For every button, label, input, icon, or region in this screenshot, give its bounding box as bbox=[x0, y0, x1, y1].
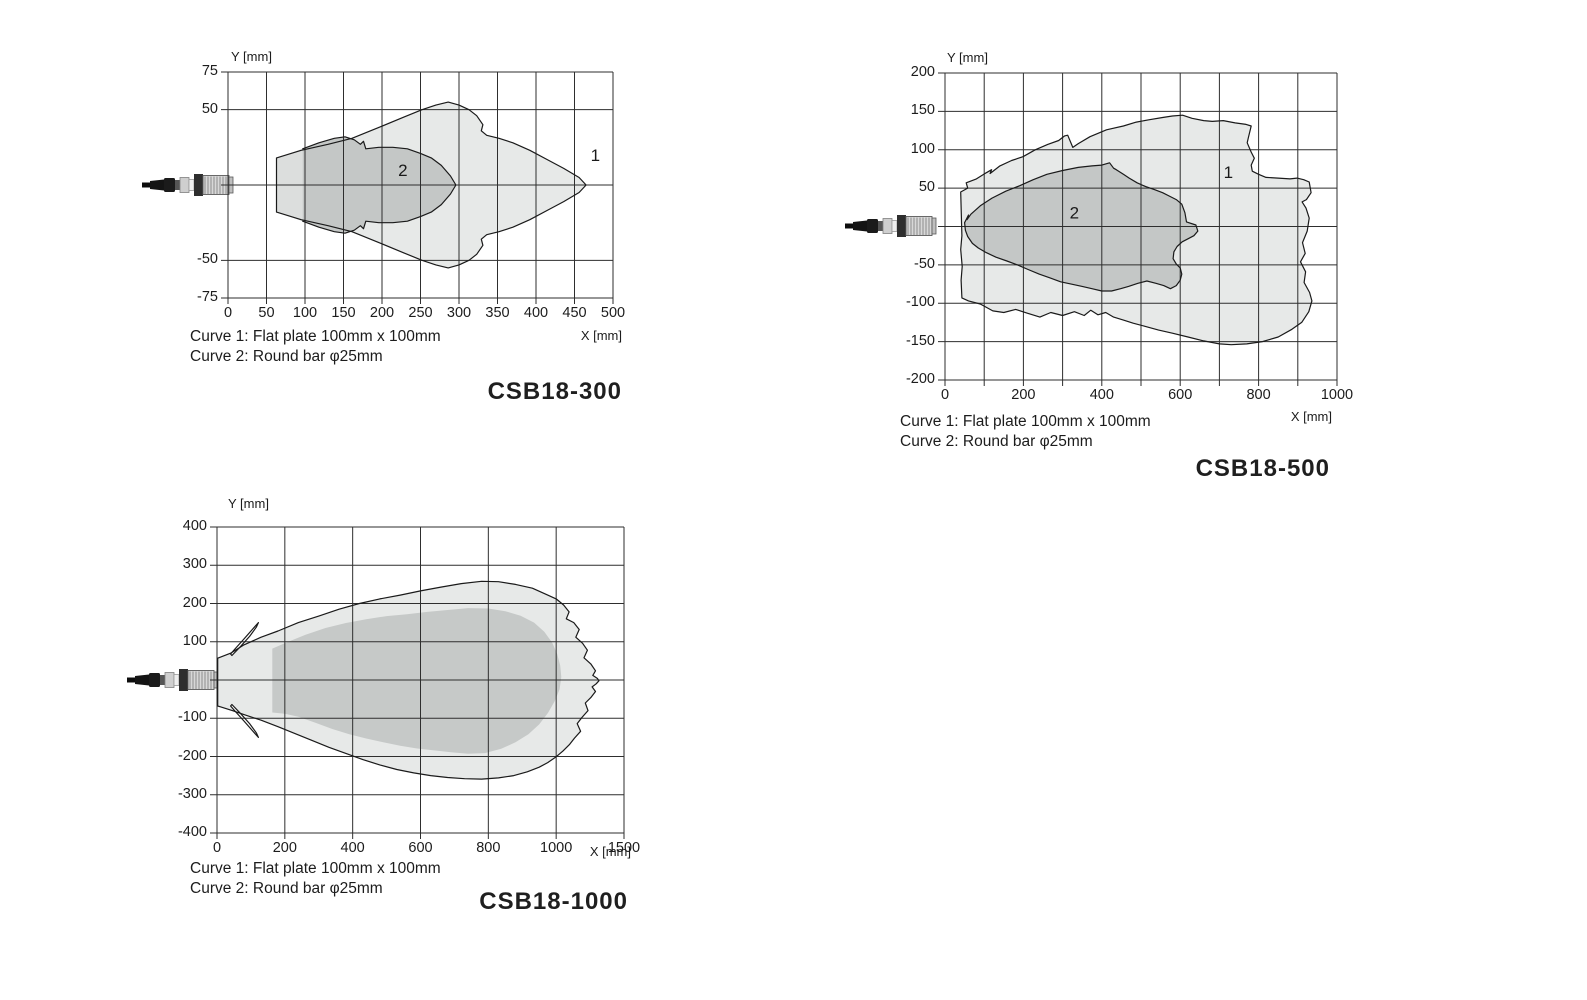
y-tick-label: 100 bbox=[182, 632, 207, 649]
curve-number-label: 2 bbox=[1070, 204, 1079, 223]
y-axis-unit-label: Y [mm] bbox=[228, 496, 269, 511]
chart-title: CSB18-500 bbox=[1195, 455, 1330, 482]
x-tick-label: 200 bbox=[272, 840, 297, 856]
curve1-caption: Curve 1: Flat plate 100mm x 100mm bbox=[190, 328, 441, 345]
curve-captions: Curve 1: Flat plate 100mm x 100mm Curve … bbox=[190, 859, 441, 898]
curve-number-label: 2 bbox=[398, 161, 407, 180]
curve-captions: Curve 1: Flat plate 100mm x 100mm Curve … bbox=[900, 412, 1151, 451]
y-tick-label: 200 bbox=[182, 594, 207, 611]
plot-area bbox=[210, 526, 625, 839]
x-tick-label: 0 bbox=[223, 305, 233, 321]
y-tick-label: -400 bbox=[177, 824, 207, 840]
curve1-flat-plate-outline bbox=[275, 101, 587, 269]
curve1-caption: Curve 1: Flat plate 100mm x 100mm bbox=[190, 860, 441, 877]
y-tick-label: -50 bbox=[197, 251, 218, 268]
curve2-round-bar-outline bbox=[964, 162, 1199, 292]
x-tick-label: 450 bbox=[562, 305, 587, 321]
x-tick-label: 0 bbox=[940, 387, 950, 403]
y-axis-unit-label: Y [mm] bbox=[231, 49, 272, 64]
y-tick-label: 400 bbox=[182, 518, 207, 534]
y-tick-label: -75 bbox=[197, 289, 218, 305]
y-tick-label: -300 bbox=[177, 785, 207, 802]
x-tick-label: 200 bbox=[1011, 387, 1036, 403]
y-tick-label: 50 bbox=[201, 100, 218, 117]
curve-captions: Curve 1: Flat plate 100mm x 100mm Curve … bbox=[190, 327, 441, 366]
y-tick-label: -200 bbox=[177, 747, 207, 764]
y-tick-label: 100 bbox=[910, 140, 935, 157]
plot-area: 12 bbox=[221, 71, 614, 304]
x-tick-label: 1000 bbox=[540, 840, 573, 856]
x-axis-unit-label: X [mm] bbox=[589, 844, 631, 859]
y-tick-label: 200 bbox=[910, 64, 935, 80]
x-tick-label: 250 bbox=[408, 305, 433, 321]
chart-title: CSB18-1000 bbox=[479, 888, 628, 915]
x-tick-label: 400 bbox=[340, 840, 365, 856]
ultrasonic-sensor-icon bbox=[127, 669, 219, 691]
chart-csb18-500: Y [mm] X [mm] Curve 1: Flat plate 100mm … bbox=[845, 50, 1353, 482]
curve1-flat-plate-outline bbox=[960, 114, 1313, 346]
curve2-caption: Curve 2: Round bar φ25mm bbox=[900, 432, 1093, 450]
x-tick-label: 100 bbox=[292, 305, 318, 321]
curve1-flat-plate-outline bbox=[217, 580, 600, 780]
y-tick-label: -100 bbox=[905, 294, 935, 311]
curve-number-label: 1 bbox=[591, 146, 600, 165]
y-tick-label: 150 bbox=[910, 102, 935, 119]
chart-title: CSB18-300 bbox=[487, 378, 622, 405]
x-tick-label: 300 bbox=[446, 305, 472, 321]
x-tick-label: 500 bbox=[600, 305, 626, 321]
chart-csb18-1000: Y [mm] X [mm] Curve 1: Flat plate 100mm … bbox=[127, 496, 640, 915]
x-tick-label: 800 bbox=[1246, 387, 1271, 403]
side-lobe-bottom-outline bbox=[230, 703, 259, 738]
y-tick-label: 75 bbox=[201, 63, 218, 79]
x-tick-label: 600 bbox=[1168, 387, 1193, 403]
curve2-caption: Curve 2: Round bar φ25mm bbox=[190, 879, 383, 897]
x-tick-label: 400 bbox=[523, 305, 549, 321]
x-tick-label: 150 bbox=[331, 305, 356, 321]
x-tick-label: 600 bbox=[408, 840, 433, 856]
y-tick-label: -50 bbox=[914, 255, 935, 272]
curve2-round-bar-fill bbox=[272, 608, 562, 754]
curve1-caption: Curve 1: Flat plate 100mm x 100mm bbox=[900, 413, 1151, 430]
y-tick-label: -150 bbox=[905, 332, 935, 349]
curve2-caption: Curve 2: Round bar φ25mm bbox=[190, 347, 383, 365]
y-tick-label: -200 bbox=[905, 371, 935, 387]
y-tick-label: 300 bbox=[182, 556, 207, 573]
ultrasonic-sensor-icon bbox=[845, 215, 937, 237]
x-tick-label: 1500 bbox=[607, 840, 641, 856]
side-lobe-top-outline bbox=[230, 622, 259, 657]
x-tick-label: 800 bbox=[476, 840, 501, 856]
x-tick-label: 0 bbox=[212, 840, 222, 856]
x-axis-unit-label: X [mm] bbox=[580, 328, 622, 343]
x-tick-label: 400 bbox=[1089, 387, 1114, 403]
y-axis-unit-label: Y [mm] bbox=[947, 50, 988, 65]
x-tick-label: 50 bbox=[258, 305, 275, 321]
curve2-round-bar-outline bbox=[302, 136, 457, 234]
chart-csb18-300: Y [mm] X [mm] Curve 1: Flat plate 100mm … bbox=[142, 49, 625, 405]
y-tick-label: 50 bbox=[918, 179, 935, 196]
x-tick-label: 1000 bbox=[1320, 387, 1354, 403]
y-tick-label: -100 bbox=[177, 709, 207, 726]
x-axis-unit-label: X [mm] bbox=[1290, 409, 1332, 424]
x-tick-label: 200 bbox=[369, 305, 395, 321]
curve-number-label: 1 bbox=[1224, 163, 1233, 182]
plot-area: 12 bbox=[938, 72, 1338, 386]
x-tick-label: 350 bbox=[485, 305, 510, 321]
